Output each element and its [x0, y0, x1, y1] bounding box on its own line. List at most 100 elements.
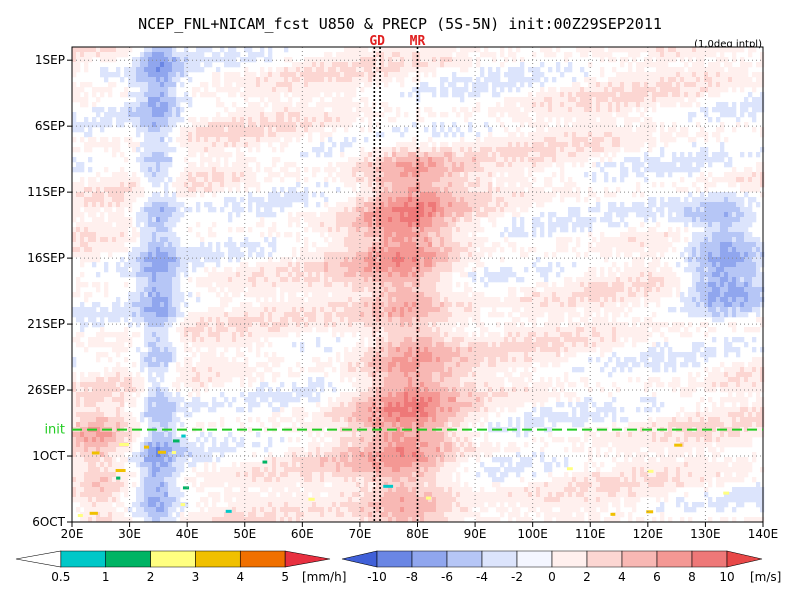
u850-cell: [440, 197, 445, 203]
u850-cell: [80, 97, 85, 103]
u850-cell: [752, 242, 757, 248]
u850-cell: [108, 222, 113, 228]
u850-cell: [260, 202, 265, 208]
u850-cell: [144, 252, 149, 258]
u850-cell: [168, 52, 173, 58]
u850-cell: [244, 157, 249, 163]
u850-cell: [640, 47, 645, 53]
u850-cell: [576, 102, 581, 108]
u850-cell: [668, 137, 673, 143]
u850-cell: [728, 192, 733, 198]
u850-cell: [652, 102, 657, 108]
u850-cell: [396, 167, 401, 173]
u850-cell: [100, 237, 105, 243]
u850-cell: [560, 227, 565, 233]
u850-cell: [536, 162, 541, 168]
u850-cell: [664, 132, 669, 138]
u850-cell: [636, 77, 641, 83]
u850-cell: [384, 247, 389, 253]
u850-cell: [104, 67, 109, 73]
u850-cell: [216, 102, 221, 108]
u850-cell: [212, 52, 217, 58]
u850-cell: [576, 82, 581, 88]
u850-cell: [172, 217, 177, 223]
u850-cell: [348, 57, 353, 63]
u850-cell: [696, 77, 701, 83]
u850-cell: [460, 97, 465, 103]
u850-cell: [228, 182, 233, 188]
u850-cell: [700, 57, 705, 63]
u850-cell: [284, 262, 289, 268]
u850-cell: [352, 137, 357, 143]
u850-cell: [216, 117, 221, 123]
u850-cell: [124, 172, 129, 178]
u850-cell: [292, 67, 297, 73]
u850-cell: [456, 212, 461, 218]
u850-cell: [388, 197, 393, 203]
u850-cell: [232, 142, 237, 148]
u850-cell: [312, 57, 317, 63]
u850-cell: [572, 142, 577, 148]
u850-cell: [252, 92, 257, 98]
u850-cell: [476, 87, 481, 93]
u850-cell: [192, 142, 197, 148]
u850-cell: [260, 247, 265, 253]
u850-cell: [264, 102, 269, 108]
u850-cell: [192, 182, 197, 188]
u850-cell: [652, 82, 657, 88]
u850-cell: [248, 102, 253, 108]
u850-cell: [320, 97, 325, 103]
u850-cell: [92, 87, 97, 93]
u850-cell: [712, 212, 717, 218]
u850-cell: [368, 72, 373, 78]
u850-cell: [108, 232, 113, 238]
u850-cell: [444, 262, 449, 268]
u850-cell: [508, 67, 513, 73]
u850-cell: [160, 127, 165, 133]
u850-cell: [212, 117, 217, 123]
u850-cell: [344, 117, 349, 123]
u850-cell: [728, 247, 733, 253]
u850-cell: [188, 132, 193, 138]
u850-cell: [356, 102, 361, 108]
u850-cell: [180, 62, 185, 68]
u850-cell: [380, 227, 385, 233]
u850-cell: [612, 177, 617, 183]
u850-cell: [452, 217, 457, 223]
u850-cell: [372, 232, 377, 238]
u850-cell: [360, 117, 365, 123]
u850-cell: [80, 237, 85, 243]
u850-cell: [152, 62, 157, 68]
u850-cell: [152, 182, 157, 188]
u850-cell: [304, 57, 309, 63]
u850-cell: [152, 57, 157, 63]
u850-cell: [556, 147, 561, 153]
u850-cell: [760, 107, 765, 113]
u850-cell: [252, 132, 257, 138]
u850-cell: [672, 167, 677, 173]
u850-cell: [308, 262, 313, 268]
u850-cell: [248, 197, 253, 203]
u850-cell: [404, 177, 409, 183]
u850-cell: [140, 127, 145, 133]
u850-cell: [648, 102, 653, 108]
u850-cell: [728, 212, 733, 218]
u850-cell: [72, 167, 77, 173]
u850-cell: [204, 252, 209, 258]
u850-cell: [148, 102, 153, 108]
u850-cell: [136, 57, 141, 63]
u850-cell: [120, 92, 125, 98]
u850-cell: [164, 157, 169, 163]
u850-cell: [156, 132, 161, 138]
u850-cell: [400, 132, 405, 138]
u850-cell: [580, 222, 585, 228]
u850-cell: [576, 132, 581, 138]
u850-cell: [500, 162, 505, 168]
u850-cell: [696, 247, 701, 253]
u850-cell: [264, 207, 269, 213]
u850-cell: [520, 62, 525, 68]
u850-cell: [540, 112, 545, 118]
u850-cell: [744, 217, 749, 223]
u850-cell: [248, 77, 253, 83]
u850-cell: [376, 237, 381, 243]
